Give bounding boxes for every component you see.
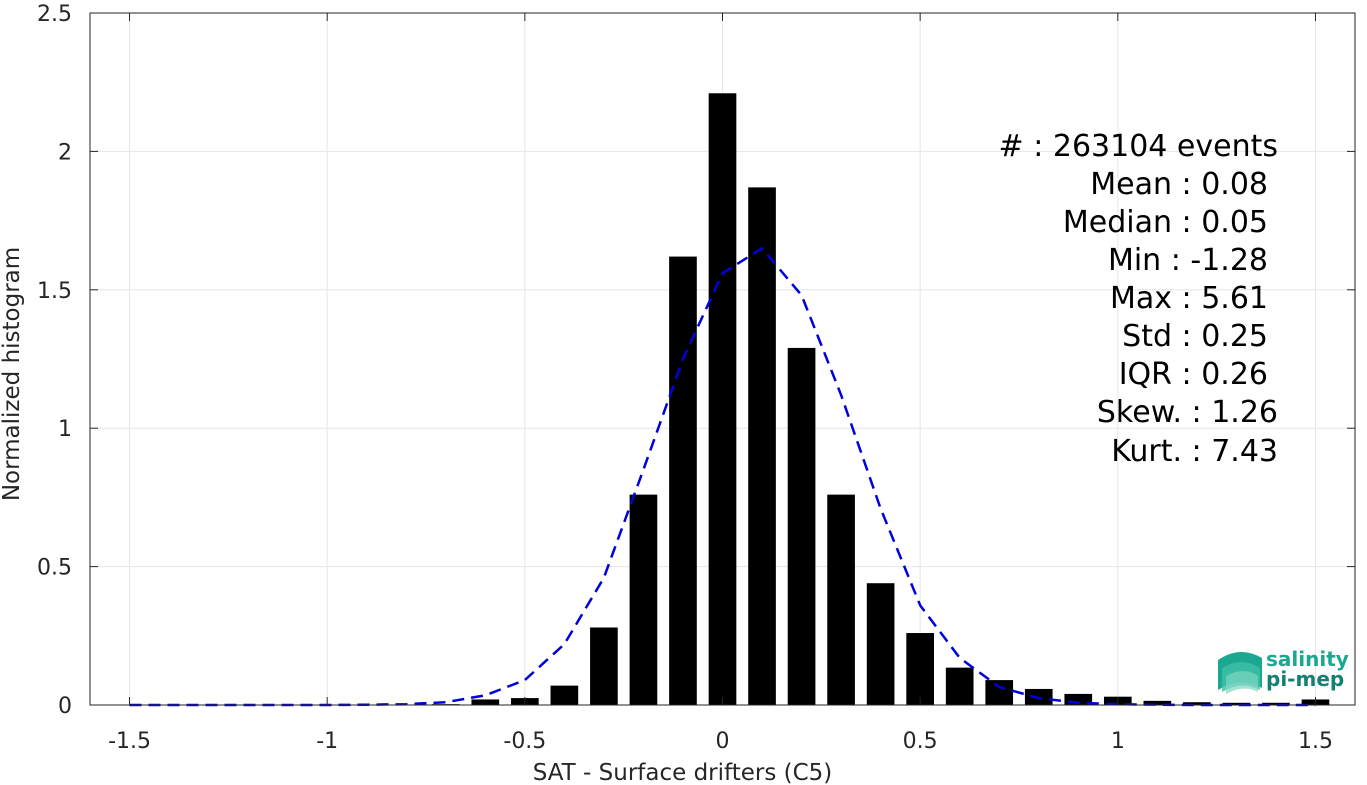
stat-label: Max : <box>1110 281 1201 316</box>
x-tick-label: -1 <box>316 729 338 754</box>
y-axis-ticks: 0 0.5 1 1.5 2 2.5 <box>37 2 1355 719</box>
stat-label: Median : <box>1063 205 1201 240</box>
x-tick-label: 0.5 <box>903 729 938 754</box>
stat-value: 0.25 <box>1201 319 1268 354</box>
stat-value: -1.28 <box>1190 243 1268 278</box>
histogram-bar <box>985 680 1014 705</box>
stat-line: Median : 0.05 <box>1063 205 1268 240</box>
histogram-bar <box>708 93 737 706</box>
histogram-bar <box>629 494 658 705</box>
logo-text-salinity: salinity <box>1266 647 1349 671</box>
stat-label: Min : <box>1108 243 1190 278</box>
stat-value: 0.05 <box>1201 205 1268 240</box>
logo-text-pi-mep: pi-mep <box>1266 667 1344 691</box>
histogram-bar <box>471 699 500 705</box>
histogram-bar <box>945 667 974 705</box>
histogram-bar <box>1222 702 1251 705</box>
stat-label: # : <box>999 129 1053 164</box>
stat-label: Skew. : <box>1097 395 1211 430</box>
stat-line: Max : 5.61 <box>1110 281 1268 316</box>
y-tick-label: 0.5 <box>37 556 72 581</box>
y-tick-label: 1.5 <box>37 279 72 304</box>
x-axis-ticks: -1.5 -1 -0.5 0 0.5 1 1.5 <box>108 13 1333 754</box>
stat-label: Mean : <box>1090 167 1201 202</box>
x-axis-label: SAT - Surface drifters (C5) <box>533 760 833 785</box>
stat-line: IQR : 0.26 <box>1119 357 1268 392</box>
y-tick-label: 1 <box>58 417 72 442</box>
stat-line: Min : -1.28 <box>1108 243 1268 278</box>
stat-value: 0.08 <box>1201 167 1268 202</box>
y-tick-label: 2 <box>58 140 72 165</box>
histogram-bar <box>866 583 895 705</box>
y-tick-label: 0 <box>58 694 72 719</box>
x-tick-label: -0.5 <box>503 729 546 754</box>
y-tick-label: 2.5 <box>37 2 72 27</box>
stat-value: 1.26 <box>1211 395 1278 430</box>
stat-line: Mean : 0.08 <box>1090 167 1268 202</box>
histogram-bar <box>1143 700 1172 705</box>
stat-value: 5.61 <box>1201 281 1268 316</box>
stat-line: Std : 0.25 <box>1122 319 1268 354</box>
x-tick-label: 1 <box>1111 729 1125 754</box>
histogram-bar <box>590 627 618 705</box>
stat-line: Skew. : 1.26 <box>1097 395 1278 430</box>
y-axis-label: Normalized histogram <box>0 247 25 501</box>
x-tick-label: 1.5 <box>1298 729 1333 754</box>
histogram-bar <box>1262 702 1290 705</box>
histogram-bar <box>787 347 816 705</box>
histogram-bar <box>1064 693 1093 705</box>
histogram-bar <box>1183 702 1211 705</box>
histogram-bar <box>550 685 579 705</box>
x-tick-label: 0 <box>716 729 730 754</box>
stat-label: IQR : <box>1119 357 1202 392</box>
stat-line: # : 263104 events <box>999 129 1278 164</box>
stat-label: Std : <box>1122 319 1201 354</box>
histogram-bar <box>906 633 934 705</box>
stat-line: Kurt. : 7.43 <box>1111 434 1278 469</box>
histogram-bar <box>748 187 776 705</box>
stat-value: 0.26 <box>1201 357 1268 392</box>
histogram-bars <box>431 93 1330 706</box>
x-tick-label: -1.5 <box>108 729 151 754</box>
salinity-pi-mep-logo: salinity pi-mep <box>1218 647 1349 694</box>
stat-label: Kurt. : <box>1111 434 1211 469</box>
stat-value: 7.43 <box>1211 434 1278 469</box>
histogram-bar <box>827 494 855 705</box>
stat-value: 263104 events <box>1053 129 1278 164</box>
wave-logo-icon <box>1218 651 1262 694</box>
histogram-bar <box>669 256 697 705</box>
